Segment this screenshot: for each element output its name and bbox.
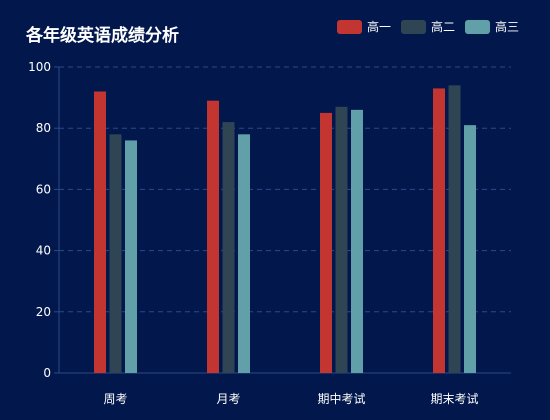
y-tick-label: 40	[36, 244, 51, 258]
x-tick-label: 期中考试	[317, 391, 365, 406]
x-axis: 周考 月考 期中考试 期末考试	[59, 372, 511, 406]
bar-高一-期末考试	[433, 88, 445, 374]
legend-item[interactable]: 高二	[401, 19, 455, 34]
bar-高三-期末考试	[464, 125, 476, 373]
y-tick-label: 100	[28, 60, 51, 74]
bar-高一-月考	[207, 100, 219, 373]
bars	[94, 85, 476, 374]
bar-高二-月考	[222, 122, 235, 373]
legend-swatch	[337, 20, 362, 34]
y-tick-label: 80	[36, 121, 51, 135]
bar-高二-期末考试	[448, 85, 461, 374]
bar-高一-期中考试	[320, 112, 332, 374]
legend-label: 高三	[495, 19, 519, 34]
bar-高二-周考	[109, 134, 122, 373]
legend-label: 高一	[367, 19, 391, 34]
legend[interactable]: 高一 高二 高三	[337, 19, 519, 34]
y-tick-label: 20	[36, 305, 51, 319]
bar-高一-周考	[94, 91, 106, 373]
bar-高三-期中考试	[351, 109, 363, 373]
y-axis: 0 20 40 60 80 100	[28, 60, 60, 380]
x-tick-label: 月考	[216, 392, 240, 406]
y-tick-label: 60	[36, 182, 51, 196]
chart-title: 各年级英语成绩分析	[25, 25, 179, 46]
x-tick-label: 周考	[103, 392, 127, 406]
legend-label: 高二	[431, 19, 455, 34]
y-tick-label: 0	[43, 366, 51, 380]
legend-item[interactable]: 高三	[465, 19, 519, 34]
legend-swatch	[465, 20, 490, 34]
bar-高三-月考	[238, 134, 250, 373]
bar-高三-周考	[125, 140, 137, 373]
bar-高二-期中考试	[335, 106, 348, 373]
x-tick-label: 期末考试	[430, 391, 478, 406]
legend-swatch	[401, 20, 426, 34]
legend-item[interactable]: 高一	[337, 19, 391, 34]
